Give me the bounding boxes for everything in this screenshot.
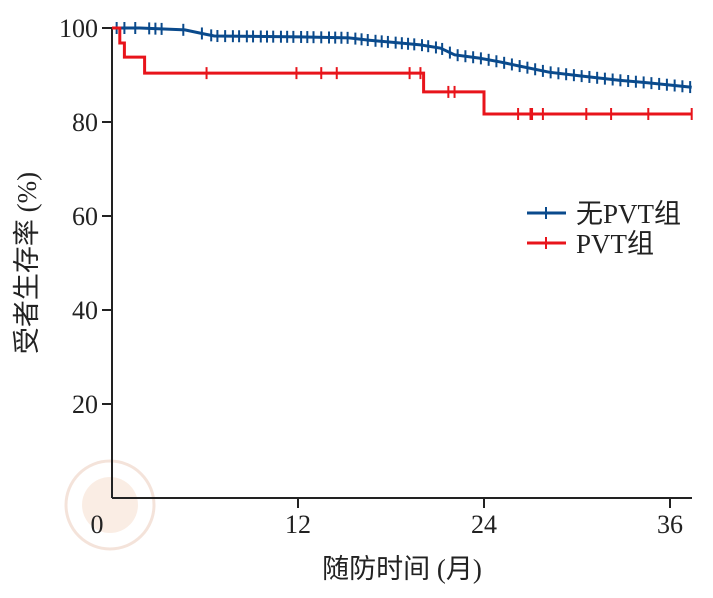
x-tick-label: 24 bbox=[471, 510, 497, 539]
x-axis-label: 随防时间 (月) bbox=[322, 554, 482, 584]
y-tick-label: 80 bbox=[72, 108, 98, 137]
y-tick-label: 60 bbox=[72, 202, 98, 231]
y-tick-label: 40 bbox=[72, 296, 98, 325]
x-tick-label: 36 bbox=[657, 510, 683, 539]
y-tick-label: 20 bbox=[72, 390, 98, 419]
survival-curve-0 bbox=[112, 26, 692, 89]
axes: 20 40 60 80 100 0 12 24 36 bbox=[59, 14, 692, 539]
survival-curve-1 bbox=[112, 26, 692, 116]
x-tick-label: 12 bbox=[285, 510, 311, 539]
y-axis-label: 受者生存率 (%) bbox=[12, 172, 42, 354]
legend-label: 无PVT组 bbox=[576, 199, 681, 229]
x-tick-label: 0 bbox=[91, 510, 104, 539]
curves bbox=[112, 22, 693, 121]
legend-label: PVT组 bbox=[576, 229, 654, 259]
watermark-seal bbox=[64, 459, 156, 551]
y-tick-label: 100 bbox=[59, 14, 98, 43]
